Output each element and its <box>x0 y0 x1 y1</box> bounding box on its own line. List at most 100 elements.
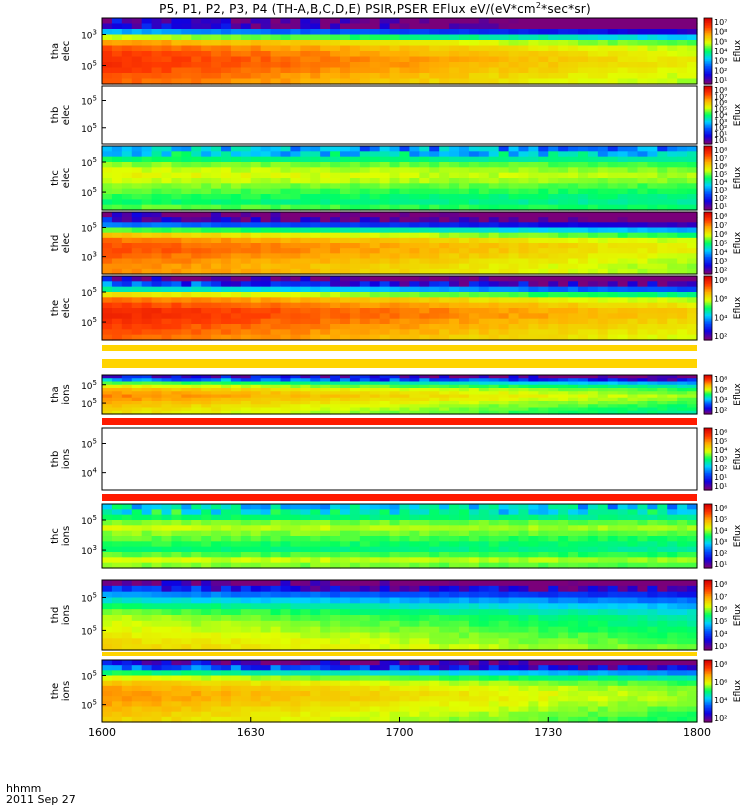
spectrogram-cell <box>380 248 391 254</box>
spectrogram-cell <box>598 281 609 287</box>
spectrogram-cell <box>271 146 282 152</box>
spectrogram-cell <box>122 253 133 259</box>
spectrogram-cell <box>300 189 311 195</box>
spectrogram-cell <box>419 68 430 74</box>
spectrogram-cell <box>380 238 391 244</box>
spectrogram-cell <box>320 297 331 303</box>
spectrogram-cell <box>419 217 430 223</box>
spectrogram-cell <box>251 297 262 303</box>
spectrogram-cell <box>459 515 470 521</box>
spectrogram-cell <box>578 46 589 52</box>
spectrogram-cell <box>598 228 609 234</box>
spectrogram-cell <box>290 189 301 195</box>
spectrogram-cell <box>628 40 639 46</box>
spectrogram-cell <box>628 151 639 157</box>
spectrogram-cell <box>370 253 381 259</box>
spectrogram-cell <box>449 51 460 57</box>
spectrogram-cell <box>568 18 579 24</box>
spectrogram-cell <box>489 243 500 249</box>
spectrogram-cell <box>271 189 282 195</box>
spectrogram-cell <box>380 62 391 68</box>
spectrogram-cell <box>489 162 500 168</box>
spectrogram-cell <box>261 178 272 184</box>
spectrogram-cell <box>409 167 420 173</box>
spectrogram-cell <box>340 199 351 205</box>
spectrogram-cell <box>370 541 381 547</box>
spectrogram-cell <box>647 228 658 234</box>
spectrogram-cell <box>439 199 450 205</box>
spectrogram-cell <box>380 520 391 526</box>
spectrogram-cell <box>687 308 698 314</box>
spectrogram-cell <box>449 233 460 239</box>
spectrogram-cell <box>538 520 549 526</box>
spectrogram-cell <box>162 264 173 270</box>
spectrogram-cell <box>509 586 520 592</box>
spectrogram-cell <box>479 68 490 74</box>
spectrogram-cell <box>568 162 579 168</box>
spectrogram-cell <box>598 592 609 598</box>
spectrogram-cell <box>657 40 668 46</box>
spectrogram-cell <box>578 297 589 303</box>
spectrogram-cell <box>271 264 282 270</box>
spectrogram-cell <box>132 199 143 205</box>
spectrogram-cell <box>548 167 559 173</box>
spectrogram-cell <box>171 259 182 265</box>
spectrogram-cell <box>588 35 599 41</box>
spectrogram-cell <box>201 292 212 298</box>
spectrogram-cell <box>162 287 173 293</box>
spectrogram-cell <box>499 199 510 205</box>
spectrogram-cell <box>677 297 688 303</box>
colorbar-tick-label: 10² <box>714 66 727 75</box>
spectrogram-cell <box>568 212 579 218</box>
spectrogram-cell <box>509 324 520 330</box>
spectrogram-cell <box>132 557 143 563</box>
spectrogram-cell <box>142 297 153 303</box>
spectrogram-cell <box>489 212 500 218</box>
spectrogram-cell <box>191 73 202 79</box>
spectrogram-cell <box>449 292 460 298</box>
spectrogram-cell <box>310 287 321 293</box>
spectrogram-cell <box>598 509 609 515</box>
spectrogram-cell <box>419 199 430 205</box>
spectrogram-cell <box>479 557 490 563</box>
spectrogram-cell <box>330 259 341 265</box>
spectrogram-cell <box>638 18 649 24</box>
spectrogram-cell <box>171 504 182 510</box>
spectrogram-cell <box>320 62 331 68</box>
spectrogram-cell <box>449 297 460 303</box>
spectrogram-cell <box>112 199 123 205</box>
spectrogram-cell <box>231 183 242 189</box>
spectrogram-cell <box>241 303 252 309</box>
spectrogram-cell <box>241 18 252 24</box>
spectrogram-cell <box>181 162 192 168</box>
spectrogram-cell <box>469 248 480 254</box>
spectrogram-cell <box>509 243 520 249</box>
spectrogram-cell <box>370 536 381 542</box>
spectrogram-cell <box>400 46 411 52</box>
spectrogram-cell <box>171 287 182 293</box>
spectrogram-cell <box>608 303 619 309</box>
spectrogram-cell <box>330 276 341 282</box>
spectrogram-cell <box>350 287 361 293</box>
spectrogram-cell <box>181 248 192 254</box>
spectrogram-cell <box>271 525 282 531</box>
spectrogram-cell <box>400 233 411 239</box>
spectrogram-cell <box>201 57 212 63</box>
spectrogram-cell <box>419 515 430 521</box>
spectrogram-cell <box>647 212 658 218</box>
spectrogram-cell <box>112 531 123 537</box>
spectrogram-cell <box>677 243 688 249</box>
spectrogram-cell <box>191 194 202 200</box>
spectrogram-cell <box>608 212 619 218</box>
spectrogram-cell <box>171 233 182 239</box>
spectrogram-cell <box>281 51 292 57</box>
spectrogram-cell <box>201 167 212 173</box>
spectrogram-cell <box>290 541 301 547</box>
spectrogram-cell <box>112 68 123 74</box>
spectrogram-cell <box>181 541 192 547</box>
colorbar-tick-label: 10² <box>714 332 727 341</box>
spectrogram-cell <box>509 194 520 200</box>
spectrogram-cell <box>122 509 133 515</box>
spectrogram-cell <box>667 536 678 542</box>
spectrogram-cell <box>162 162 173 168</box>
